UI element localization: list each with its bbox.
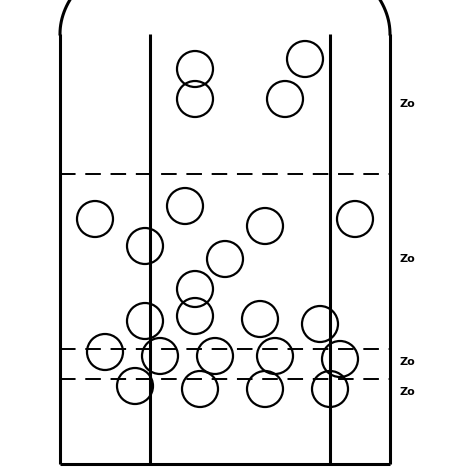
Text: Zo: Zo [400,387,416,397]
Text: Zo: Zo [400,254,416,264]
Text: Zo: Zo [400,357,416,367]
Text: Zo: Zo [400,99,416,109]
